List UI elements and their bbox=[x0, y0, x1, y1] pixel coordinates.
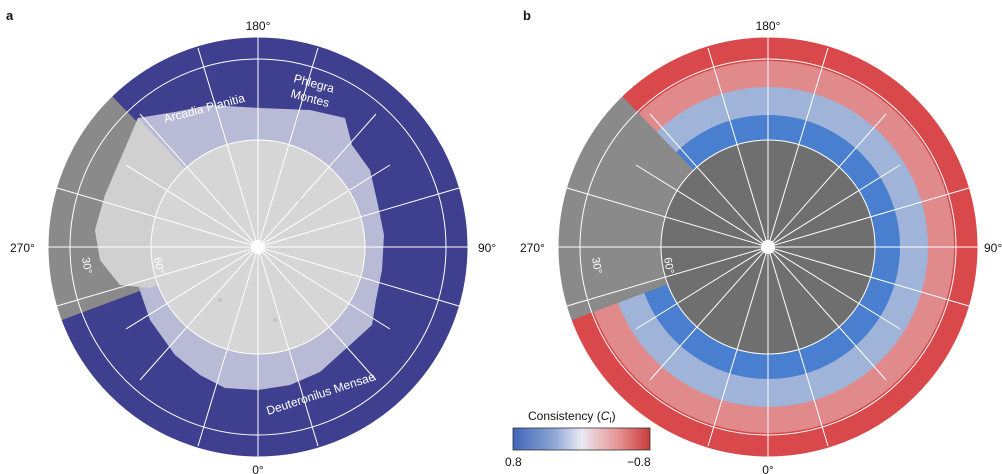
panel-a: a bbox=[6, 8, 496, 474]
panel-b-label-right: 90° bbox=[984, 241, 1002, 255]
colorbar-min-label: 0.8 bbox=[505, 455, 522, 469]
colorbar-title: Consistency (CI) bbox=[528, 409, 616, 425]
panel-b-label-bottom: 0° bbox=[762, 463, 774, 474]
colorbar-title-prefix: Consistency ( bbox=[528, 409, 601, 423]
panel-a-label-right: 90° bbox=[478, 241, 496, 255]
panel-a-map bbox=[48, 37, 468, 457]
panel-a-lat-60: 60° bbox=[151, 256, 166, 274]
panel-a-pole bbox=[251, 240, 265, 254]
panel-a-label-bottom: 0° bbox=[252, 463, 264, 474]
panel-b-terrain-wedge bbox=[558, 95, 768, 360]
panel-a-label-left: 270° bbox=[10, 241, 35, 255]
panel-b: b 180° 270° 90° bbox=[505, 8, 1002, 474]
panel-b-label-top: 180° bbox=[756, 19, 781, 33]
colorbar-close: ) bbox=[612, 409, 616, 423]
panel-b-label-left: 270° bbox=[520, 241, 545, 255]
panel-b-letter: b bbox=[523, 8, 531, 23]
colorbar-gradient bbox=[512, 427, 651, 451]
panel-a-label-top: 180° bbox=[246, 19, 271, 33]
colorbar: Consistency (CI) 0.8 −0.8 bbox=[505, 409, 651, 469]
panel-b-lat-30: 30° bbox=[589, 256, 604, 274]
panel-a-lat-30: 30° bbox=[79, 256, 94, 274]
panel-b-pole bbox=[761, 240, 775, 254]
colorbar-symbol: C bbox=[601, 409, 610, 423]
panel-b-lat-60: 60° bbox=[661, 256, 676, 274]
panel-b-map bbox=[558, 37, 978, 457]
colorbar-subscript: I bbox=[609, 416, 611, 425]
colorbar-max-label: −0.8 bbox=[627, 455, 651, 469]
panel-a-letter: a bbox=[6, 8, 14, 23]
